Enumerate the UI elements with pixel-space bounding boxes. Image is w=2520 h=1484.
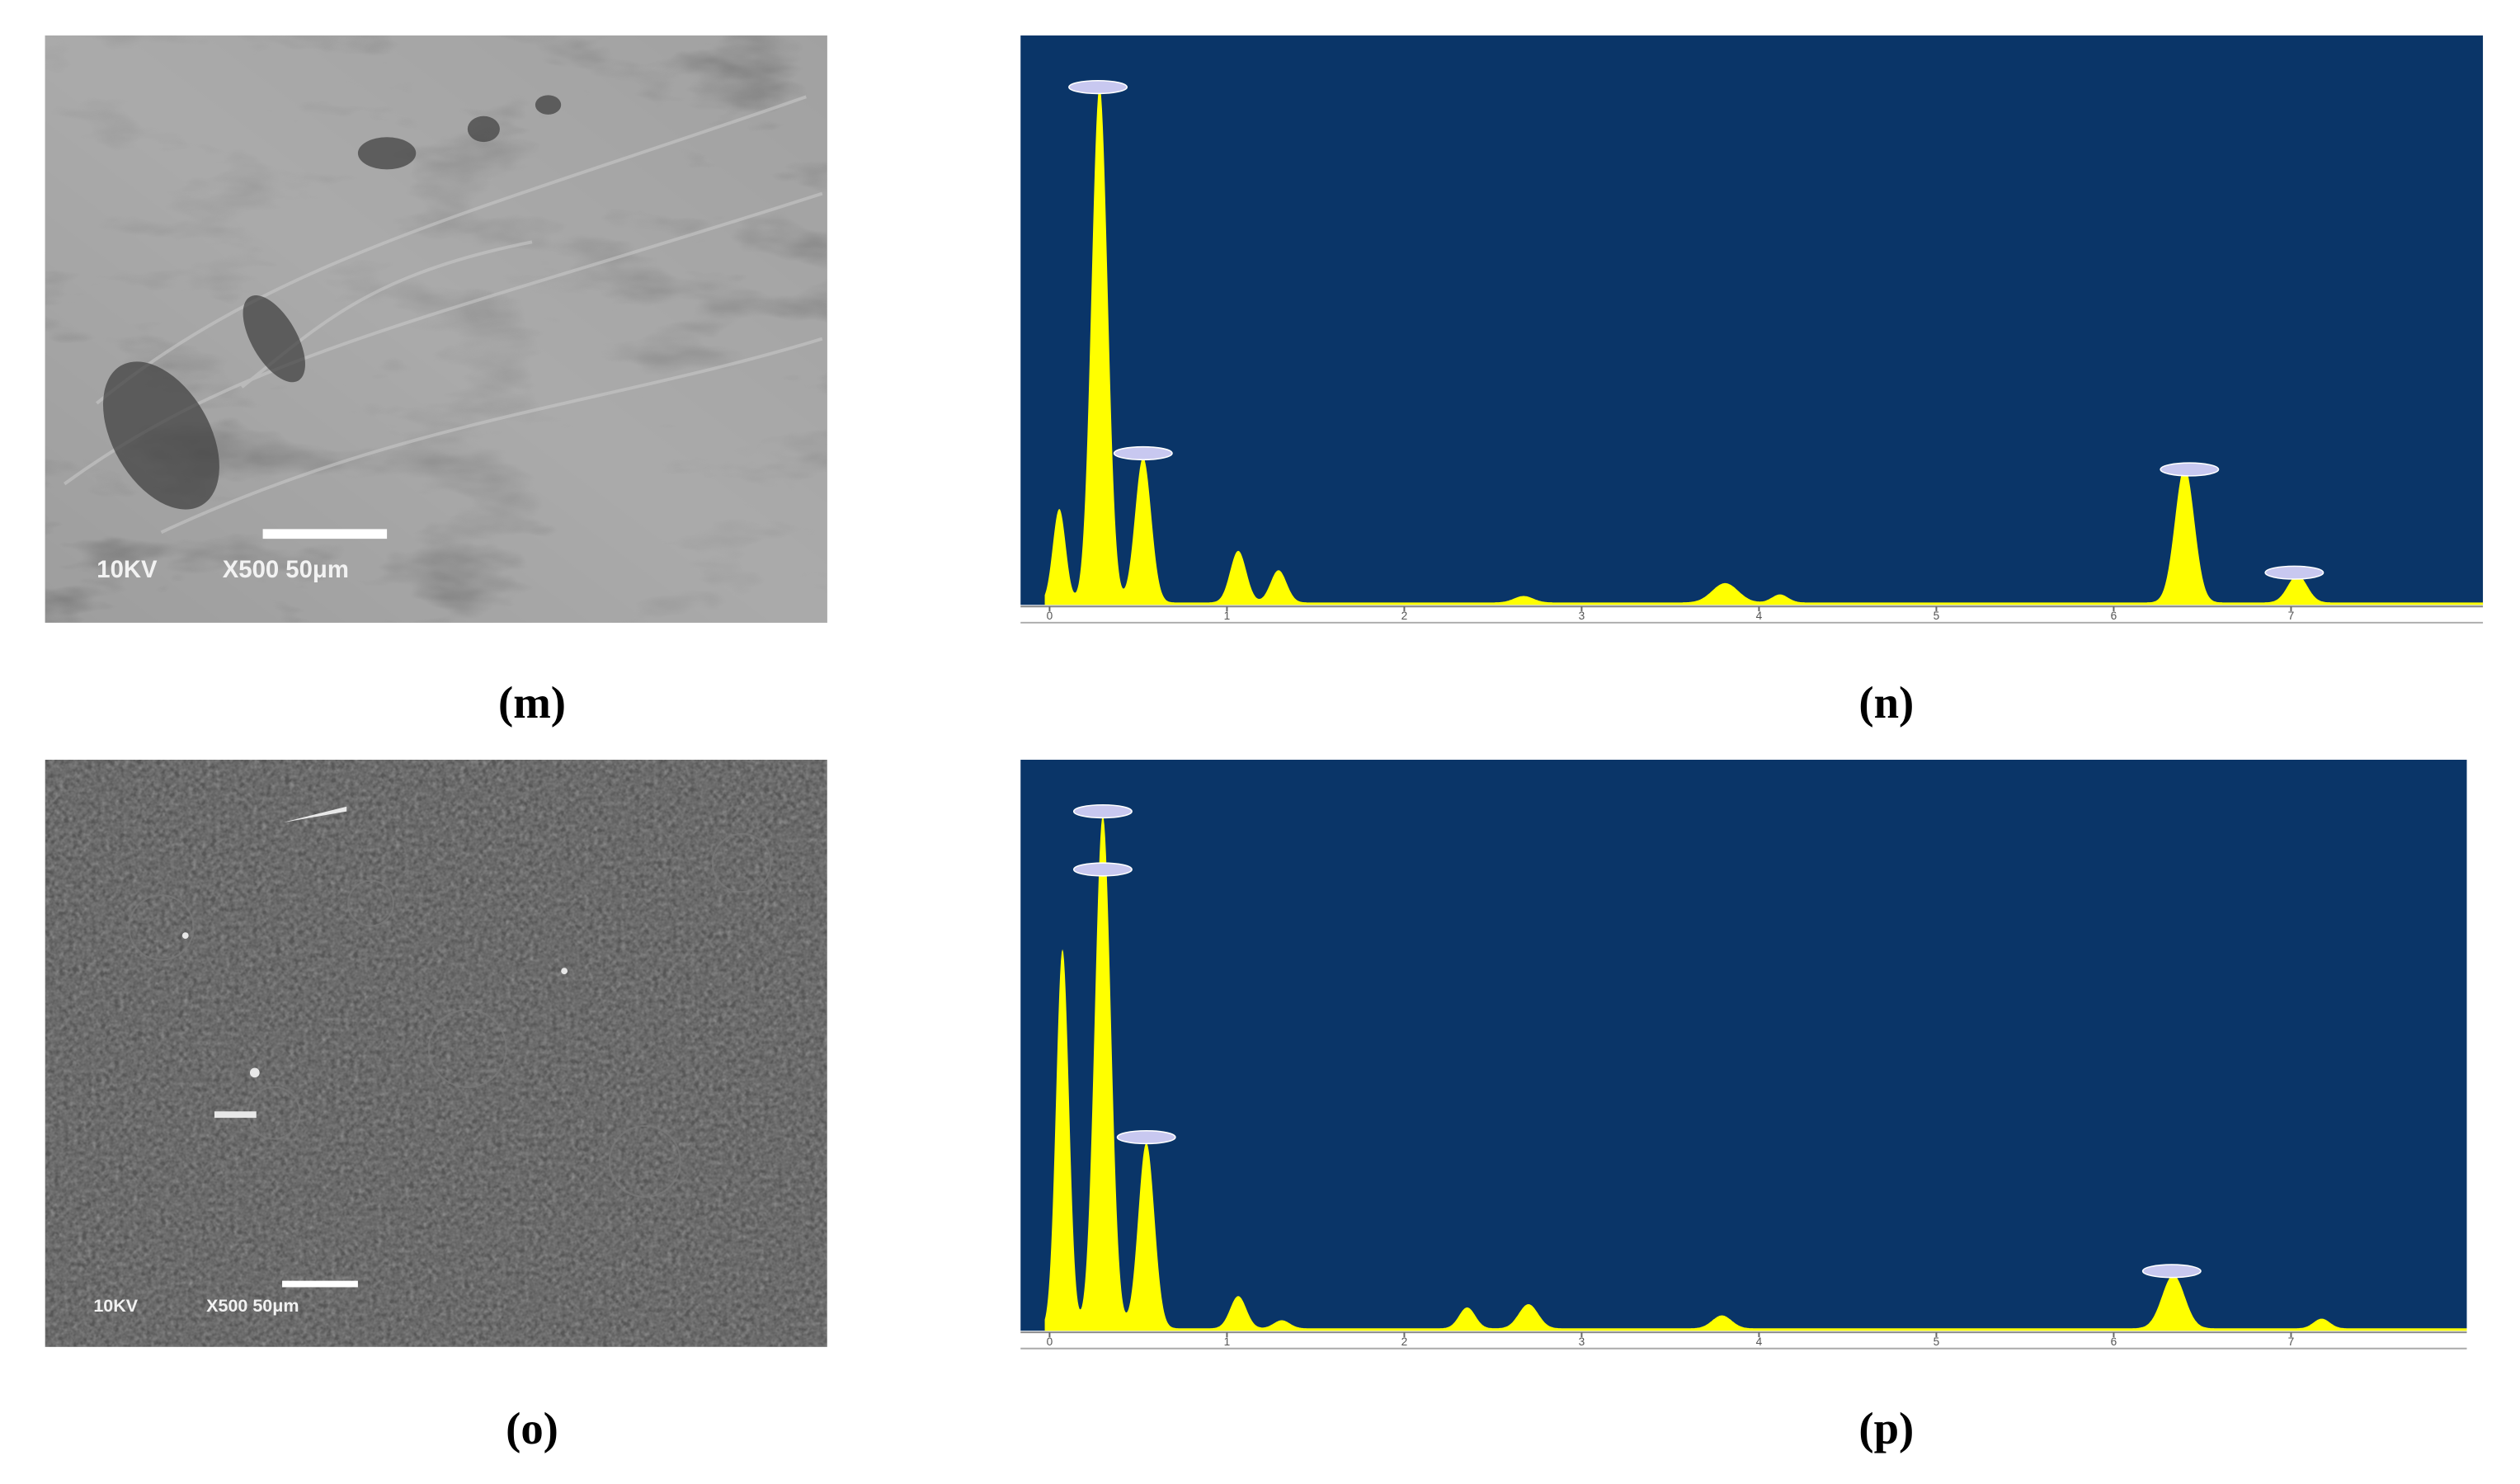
tick-label: 6	[2111, 610, 2117, 622]
tick-label: 7	[2288, 1336, 2295, 1348]
sem-label: 10KV	[93, 1296, 138, 1316]
spectrum-background	[1020, 35, 2484, 605]
peak-marker	[1068, 79, 1128, 95]
tick-label: 3	[1579, 1336, 1585, 1348]
peak-marker	[1116, 1129, 1176, 1145]
sem-label: X500 50μm	[223, 556, 349, 583]
tick-label: 1	[1224, 1336, 1231, 1348]
panel-label: (p)	[1858, 1403, 1914, 1453]
peak-marker	[1072, 803, 1133, 819]
sem-image: 10KV X500 50μm	[45, 35, 827, 623]
peak-marker	[1113, 445, 1173, 461]
tick-label: 5	[1934, 610, 1940, 622]
peak-marker	[2160, 462, 2220, 477]
tick-label: 1	[1224, 610, 1231, 622]
tick-label: 4	[1756, 610, 1763, 622]
tick-label: 6	[2111, 1336, 2117, 1348]
sem-label: X500 50μm	[206, 1296, 299, 1316]
sem-label: 10KV	[97, 556, 158, 583]
sem-image: 10KV X500 50μm	[45, 760, 827, 1347]
tick-label: 3	[1579, 610, 1585, 622]
peak-marker	[1072, 862, 1133, 877]
tick-label: 7	[2288, 610, 2295, 622]
tick-label: 5	[1934, 1336, 1940, 1348]
tick-label: 2	[1401, 1336, 1408, 1348]
panel-label: (m)	[498, 677, 566, 728]
peak-marker	[2264, 565, 2325, 580]
tick-label: 4	[1756, 1336, 1763, 1348]
spectrum-background	[1020, 760, 2467, 1331]
panel-label: (o)	[506, 1403, 558, 1453]
tick-label: 0	[1047, 1336, 1053, 1348]
tick-label: 0	[1047, 610, 1053, 622]
peak-marker	[2141, 1264, 2202, 1279]
tick-label: 2	[1401, 610, 1408, 622]
panel-label: (n)	[1858, 677, 1914, 728]
